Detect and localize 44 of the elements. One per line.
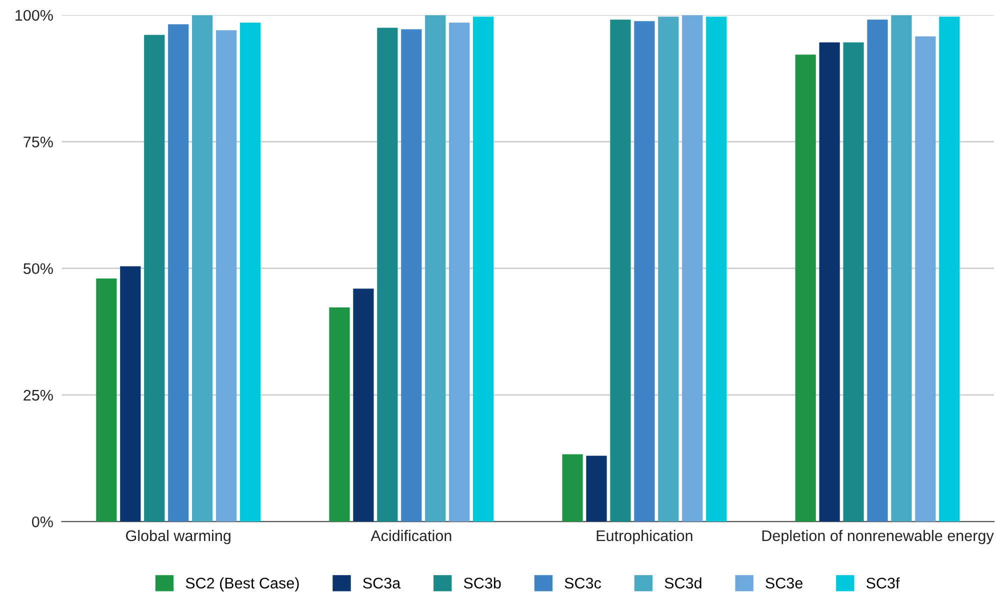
bar <box>401 29 422 522</box>
legend-label: SC3c <box>564 578 602 589</box>
bar <box>329 307 350 522</box>
bar <box>96 278 117 522</box>
y-tick-label: 100% <box>16 10 53 21</box>
bar <box>610 20 631 522</box>
bar <box>192 15 213 522</box>
bar <box>939 16 960 522</box>
bar <box>658 16 679 522</box>
bar <box>586 456 607 522</box>
bar <box>168 24 189 522</box>
bar <box>682 15 703 522</box>
bar <box>240 22 261 522</box>
x-tick-label: Acidification <box>370 530 452 542</box>
legend-label: SC3d <box>664 577 702 589</box>
bar <box>425 15 446 522</box>
x-tick-label: Depletion of nonrenewable energy <box>762 530 994 544</box>
y-tick-label: 25% <box>24 390 53 401</box>
y-tick-label: 0% <box>32 516 53 528</box>
bar <box>377 28 398 522</box>
bar <box>472 16 494 522</box>
legend-label: SC3b <box>464 577 501 589</box>
bar <box>843 42 864 522</box>
bar <box>915 36 936 522</box>
bar <box>353 288 374 522</box>
bar <box>216 30 237 522</box>
bar <box>120 266 141 522</box>
legend-label: SC2 (Best Case) <box>186 577 299 592</box>
y-tick-label: 50% <box>24 263 53 274</box>
y-tick-label: 75% <box>24 136 53 148</box>
bar <box>562 454 583 522</box>
legend-label: SC3f <box>866 577 900 589</box>
x-tick-label: Global warming <box>126 530 230 544</box>
legend-label: SC3a <box>363 578 401 589</box>
bar <box>144 34 165 522</box>
bar <box>795 54 816 522</box>
bar <box>867 20 888 522</box>
bar <box>449 22 470 522</box>
x-tick-label: Eutrophication <box>596 530 692 544</box>
bar <box>819 42 840 522</box>
bar <box>706 16 727 522</box>
bar <box>891 15 912 522</box>
bar <box>634 21 655 522</box>
legend-label: SC3e <box>766 578 802 589</box>
